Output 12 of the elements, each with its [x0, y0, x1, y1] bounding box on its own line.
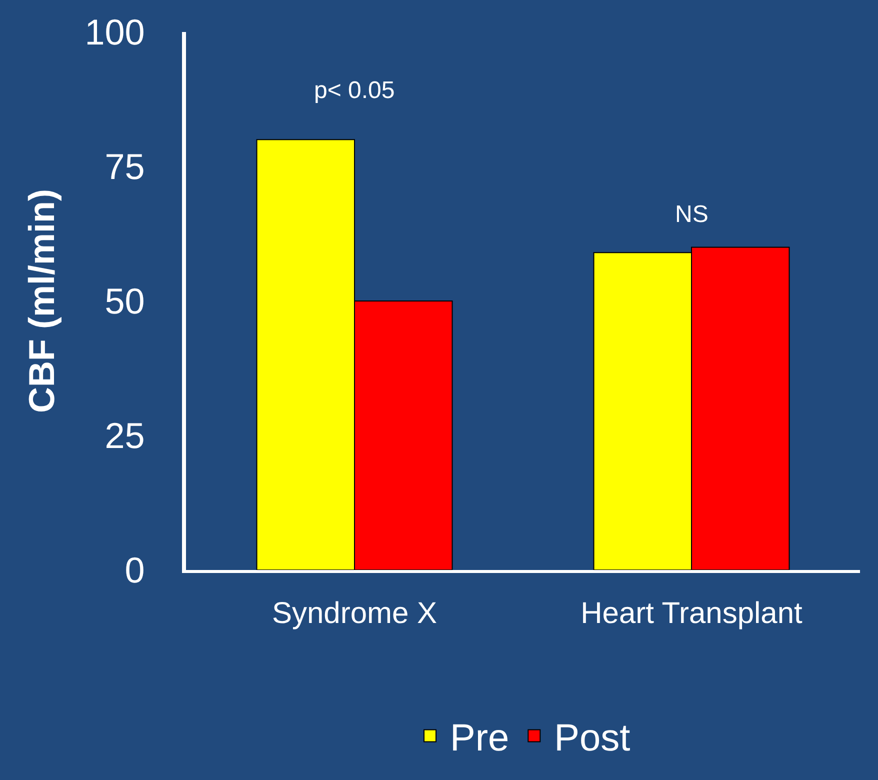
x-tick-label: Heart Transplant	[580, 597, 804, 630]
y-axis-title: CBF (ml/min)	[21, 189, 62, 413]
y-tick-label: 0	[124, 550, 145, 591]
y-tick-label: 25	[104, 415, 145, 456]
legend-label: Pre	[450, 718, 510, 760]
y-tick-label: 75	[104, 146, 145, 188]
x-tick-label: Syndrome X	[272, 597, 438, 630]
annotation: p< 0.05	[314, 77, 395, 104]
y-tick-label: 50	[104, 280, 145, 322]
annotation: NS	[675, 201, 708, 228]
legend-label: Post	[554, 718, 631, 760]
y-tick-label: 100	[84, 12, 145, 53]
